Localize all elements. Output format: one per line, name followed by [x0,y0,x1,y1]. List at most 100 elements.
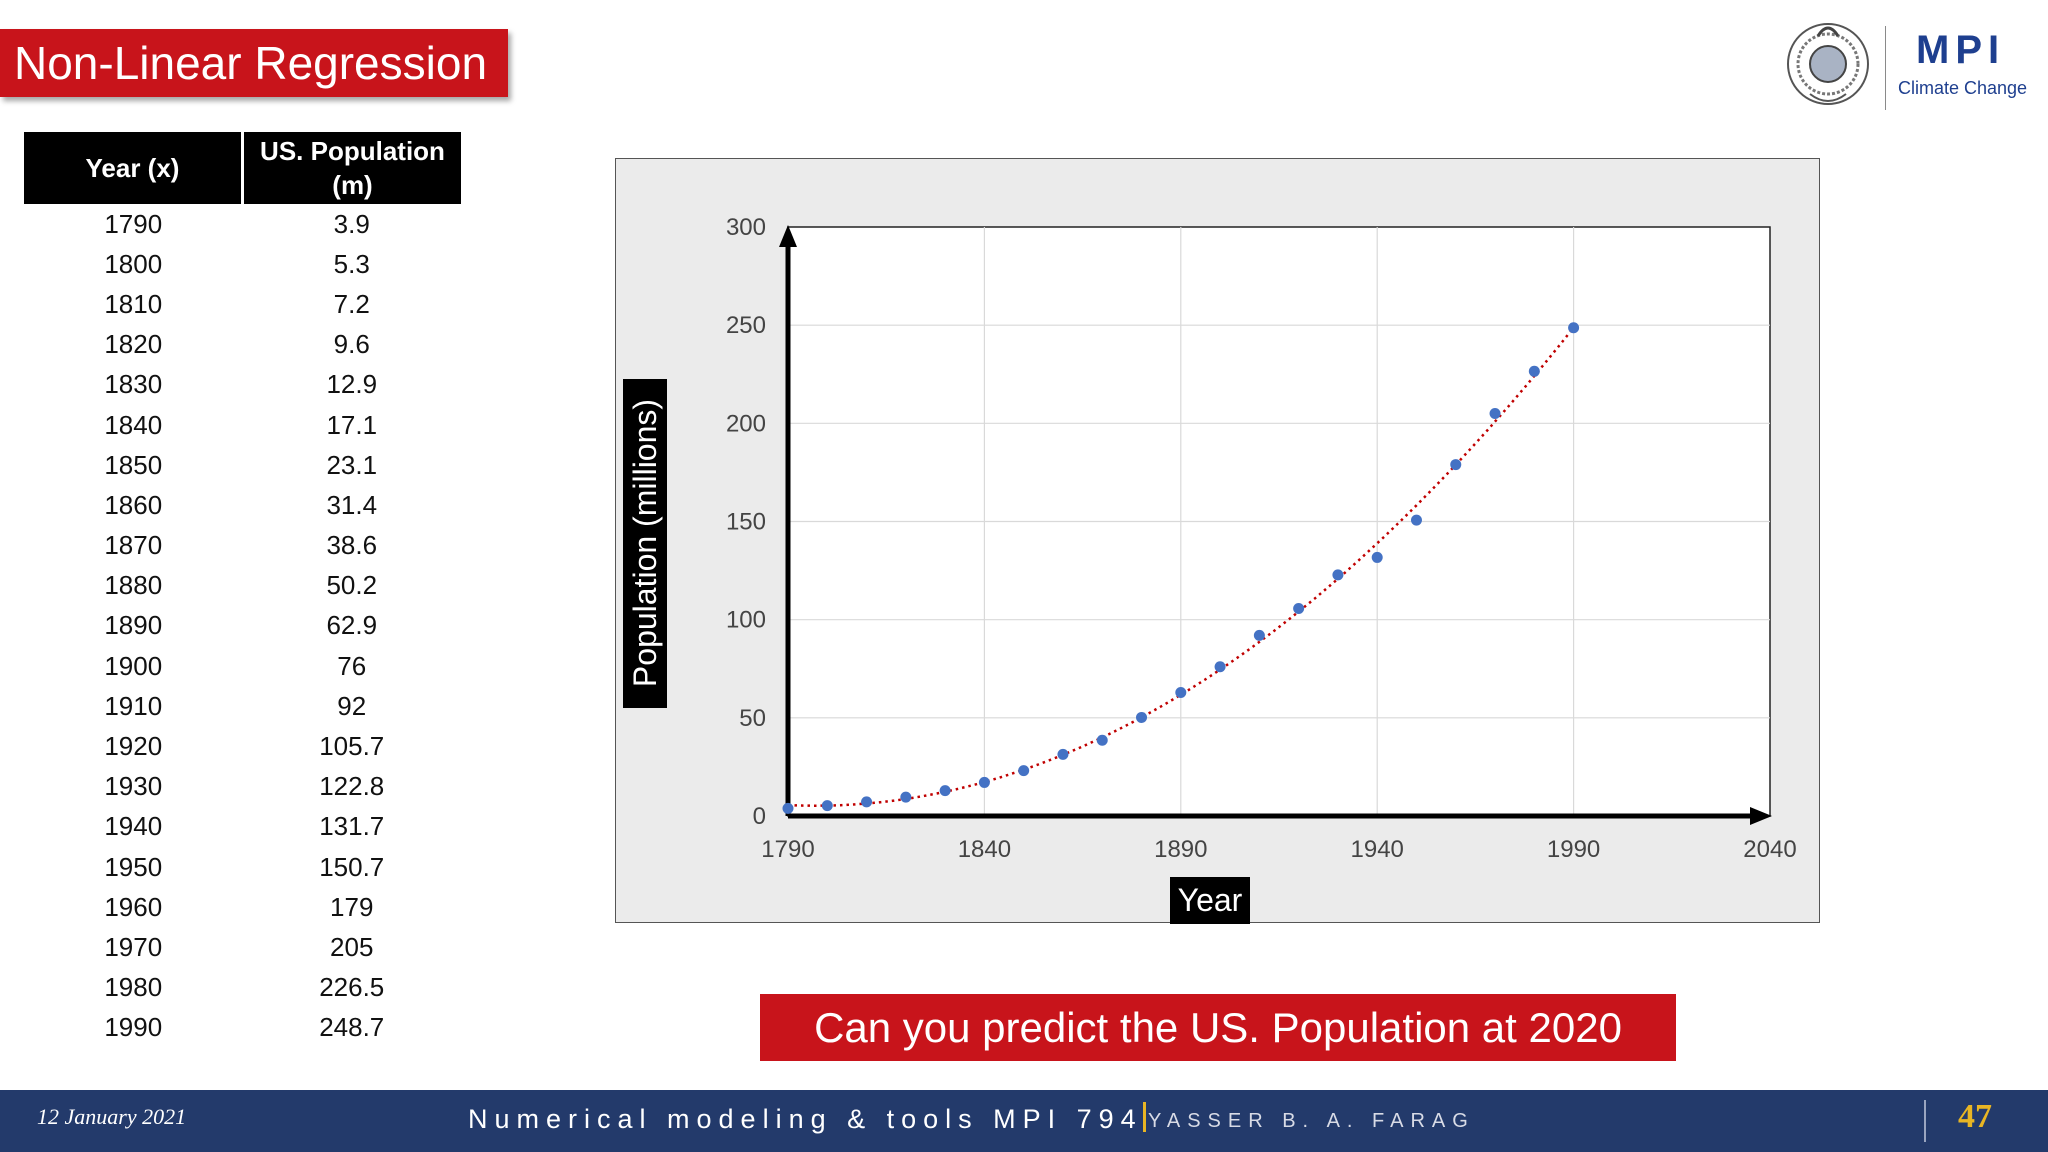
cell-population: 179 [330,891,374,922]
x-tick-label: 1990 [1547,836,1600,863]
cell-year: 1890 [104,610,163,641]
table-row: 1930 122.8 [24,767,461,807]
data-point [1450,459,1462,471]
cell-population: 248.7 [319,1012,385,1043]
x-tick-label: 1790 [761,836,814,863]
table-row: 1880 50.2 [24,566,461,606]
cell-population: 3.9 [333,208,370,239]
table-row: 1860 31.4 [24,485,461,525]
population-chart: 0 50 100 150 200 250 300 1790 1840 1890 1940 1990 20… [623,214,1797,924]
footer-accent-bar [1143,1102,1146,1132]
cell-year: 1790 [104,208,163,239]
data-point [1253,629,1265,641]
cell-year: 1860 [104,489,163,520]
cell-population: 105.7 [319,731,385,762]
data-point [1214,661,1226,673]
y-tick-label: 50 [739,705,766,732]
logo-subtitle: Climate Change [1898,78,2028,98]
emblem-icon [1787,23,1869,105]
data-point [1332,569,1344,581]
cell-population: 31.4 [326,489,378,520]
y-tick-label: 250 [726,312,766,339]
table-row: 1850 23.1 [24,445,461,485]
table-header-row: Year (x) US. Population (m) [24,132,461,204]
cell-year: 1950 [104,851,163,882]
data-point [1018,765,1030,777]
cell-population: 38.6 [326,530,378,561]
data-point [1057,748,1069,760]
table-row: 1960 179 [24,887,461,927]
cell-population: 23.1 [326,449,378,480]
cell-population: 131.7 [319,811,385,842]
table-row: 1970 205 [24,927,461,967]
table-row: 1820 9.6 [24,325,461,365]
data-point [978,776,990,788]
header-population: US. Population (m) [242,132,461,204]
table-body: 1790 3.9 1800 5.3 1810 7.2 1820 9.6 1830 12.9 1840… [24,204,461,1048]
cell-year: 1880 [104,570,163,601]
cell-population: 76 [337,650,367,681]
footer-separator [1924,1100,1926,1142]
cell-year: 1900 [104,650,163,681]
cell-year: 1910 [104,690,163,721]
cell-year: 1840 [104,409,163,440]
y-axis-title-box [623,379,667,708]
table-row: 1790 3.9 [24,204,461,244]
table-row: 1900 76 [24,646,461,686]
table-row: 1840 17.1 [24,405,461,445]
cell-population: 5.3 [333,248,370,279]
data-point [861,796,873,808]
question-banner: Can you predict the US. Population at 20… [760,994,1676,1061]
logo-divider [1885,26,1886,110]
cell-year: 1810 [104,288,163,319]
footer-date: 12 January 2021 [37,1104,187,1129]
cell-population: 150.7 [319,851,385,882]
cell-year: 1940 [104,811,163,842]
header-year: Year (x) [24,132,244,204]
cell-population: 62.9 [326,610,378,641]
data-point [1096,734,1108,746]
logo-name: MPI [1916,28,2006,72]
data-point [1568,322,1580,334]
page-number: 47 [1958,1098,1992,1135]
cell-year: 1930 [104,771,163,802]
table-row: 1910 92 [24,686,461,726]
y-tick-label: 150 [726,509,766,536]
x-axis-title: Year [1178,882,1243,918]
data-point [1528,365,1540,377]
data-point [821,800,833,812]
data-point [1175,687,1187,699]
data-point [1371,551,1383,563]
x-axis-title-box [1170,877,1250,924]
cell-population: 50.2 [326,570,378,601]
footer-course: Numerical modeling & tools MPI 794 [468,1104,1143,1134]
population-table: Year (x) US. Population (m) 1790 3.9 1800 5… [24,132,461,1048]
cell-population: 12.9 [326,369,378,400]
table-row: 1870 38.6 [24,526,461,566]
y-axis-arrow [779,225,797,247]
slide-title: Non-Linear Regression [0,29,508,97]
table-row: 1800 5.3 [24,244,461,284]
cell-population: 92 [337,690,367,721]
y-tick-label: 0 [753,803,766,830]
cell-year: 1920 [104,731,163,762]
cell-year: 1870 [104,530,163,561]
x-tick-label: 1890 [1154,836,1207,863]
cell-year: 1960 [104,891,163,922]
chart-frame: 0 50 100 150 200 250 300 1790 1840 1890 1940 1990 20… [615,158,1820,924]
footer: 12 January 2021 Numerical modeling & too… [0,1090,2048,1152]
trendline [787,326,1575,807]
logo: MPI Climate Change [1780,12,2030,112]
data-point [939,785,951,797]
data-point [1489,408,1501,420]
table-row: 1920 105.7 [24,726,461,766]
data-point [782,802,794,814]
table-row: 1950 150.7 [24,847,461,887]
y-tick-label: 200 [726,410,766,437]
x-tick-label: 1940 [1351,836,1404,863]
data-point [1136,711,1148,723]
data-point [1293,602,1305,614]
cell-year: 1990 [104,1012,163,1043]
y-tick-label: 100 [726,607,766,634]
cell-population: 205 [330,931,374,962]
